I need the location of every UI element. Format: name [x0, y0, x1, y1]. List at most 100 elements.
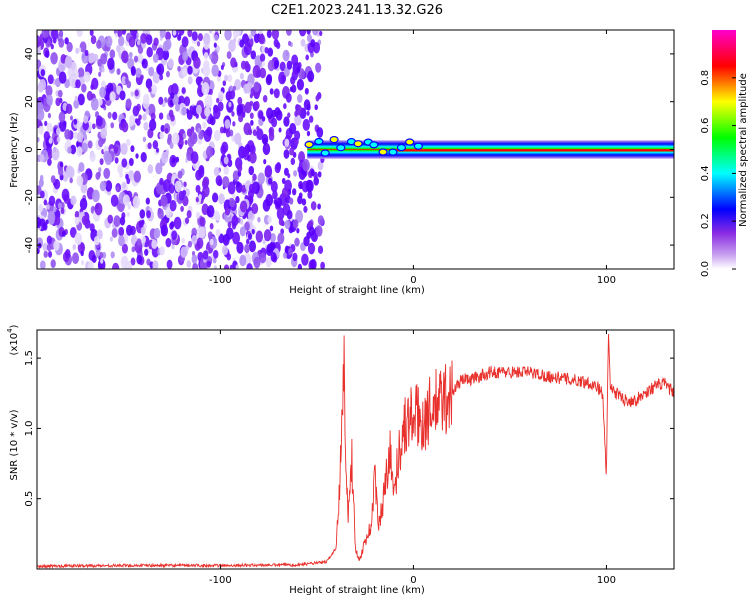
spectrogram-cell — [278, 71, 287, 85]
snr-line — [37, 333, 674, 569]
y-tick-label: -20 — [24, 189, 35, 205]
spectrogram-cell — [222, 233, 230, 246]
spectrogram-cell — [184, 188, 190, 197]
spectrogram-cell — [182, 68, 188, 78]
spectrogram-cell — [105, 180, 113, 192]
spectrogram-cell — [183, 181, 187, 187]
spectrogram-cell — [264, 171, 269, 177]
spectrogram-cell — [110, 122, 115, 129]
spectrogram-cell — [109, 49, 116, 59]
spectrogram-cell — [156, 63, 165, 76]
spectrogram-cell — [315, 62, 322, 73]
spectrogram-cell — [160, 124, 165, 133]
spectrogram-cell — [239, 39, 245, 48]
spectrogram-cell — [306, 110, 310, 116]
spectrogram-cell — [189, 105, 194, 112]
spectrogram-cell — [244, 101, 252, 114]
spectrogram-cell — [81, 142, 88, 153]
spectrogram-cell — [165, 149, 170, 155]
spectrogram-cell — [244, 221, 250, 231]
spectrogram-cell — [46, 243, 52, 252]
spectrogram-cell — [125, 224, 133, 236]
spectrogram-cell — [60, 207, 65, 215]
spectrogram-cell — [107, 57, 115, 70]
spectrogram-cell — [105, 35, 113, 48]
spectrogram-cell — [47, 210, 56, 224]
spectrogram-cell — [51, 147, 60, 161]
spectrogram-cell — [140, 226, 146, 235]
spectrogram-cell — [284, 219, 291, 230]
spectrogram-cell — [70, 144, 77, 155]
spectrogram-cell — [78, 162, 85, 173]
colorbar-tick-label: 0.4 — [700, 165, 711, 181]
spectrogram-cell — [181, 36, 189, 48]
spectrogram-cell — [250, 119, 254, 126]
spectrogram-cell — [96, 39, 102, 49]
spectrogram-cell — [252, 65, 261, 78]
spectrogram-cell — [207, 231, 213, 240]
spectrogram-cell — [89, 52, 96, 63]
spectrogram-cell — [117, 30, 123, 38]
spectrogram-cell — [306, 179, 314, 193]
spectrogram-cell — [319, 30, 323, 37]
spectrogram-cell — [143, 121, 149, 131]
spectrogram-cell — [145, 34, 153, 46]
spectrogram-cell — [38, 125, 44, 135]
spectrogram-cell — [281, 177, 286, 185]
x-tick-label: -100 — [209, 275, 232, 286]
spectrogram-cell — [254, 100, 260, 110]
spectrogram-cell — [133, 170, 142, 183]
spectrogram-cell — [169, 199, 177, 212]
spectrogram-cell — [42, 242, 48, 252]
spectrogram-cell — [301, 198, 307, 206]
spectrogram-cell — [195, 211, 200, 219]
spectrogram-cell — [237, 164, 243, 173]
spectrogram-cell — [134, 89, 139, 97]
spectrogram-cell — [258, 110, 264, 120]
spectrogram-cell — [129, 120, 133, 127]
spectrogram-cell — [187, 240, 192, 248]
spectrogram-cell — [172, 30, 177, 36]
spectrogram-cell — [210, 51, 219, 65]
spectrogram-cell — [236, 103, 244, 115]
spectrogram-cell — [204, 95, 213, 109]
spectrogram-cell — [287, 112, 291, 118]
spectrogram-cell — [80, 243, 85, 251]
spectrogram-cell — [245, 238, 250, 245]
spectrogram-cell — [190, 126, 195, 133]
spectrogram-band-blob — [388, 148, 398, 156]
spectrogram-cell — [152, 140, 159, 150]
spectrogram-cell — [98, 71, 102, 77]
spectrogram-cell — [111, 228, 118, 238]
spectrogram-cell — [251, 228, 255, 235]
spectrogram-cell — [73, 118, 78, 125]
spectrogram-cell — [209, 223, 214, 230]
spectrogram-cell — [140, 33, 147, 44]
spectrogram-cell — [289, 147, 295, 156]
spectrogram-cell — [267, 177, 273, 185]
spectrogram-cell — [121, 243, 128, 254]
spectrogram-cell — [170, 92, 175, 100]
spectrogram-cell — [111, 262, 120, 269]
x-tick-label: 100 — [597, 275, 616, 286]
spectrogram-cell — [37, 247, 40, 255]
spectrogram-cell — [89, 151, 96, 162]
spectrogram-cell — [159, 74, 164, 81]
spectrogram-cell — [294, 237, 300, 247]
spectrogram-cell — [56, 136, 61, 143]
spectrogram-cell — [95, 115, 103, 127]
spectrogram-cell — [258, 30, 263, 35]
spectrogram-cell — [253, 256, 261, 269]
spectrogram-cell — [246, 263, 253, 269]
spectrogram-cell — [283, 67, 290, 77]
spectrogram-cell — [241, 184, 247, 193]
spectrogram-cell — [69, 177, 73, 184]
spectrogram-cell — [130, 145, 135, 153]
spectrogram-cell — [57, 167, 64, 176]
spectrogram-cell — [120, 255, 129, 269]
colorbar-tick-label: 0.8 — [700, 70, 711, 86]
spectrogram-cell — [259, 67, 267, 79]
spectrogram-cell — [295, 210, 304, 223]
spectrogram-cell — [159, 30, 166, 38]
spectrogram-cell — [87, 261, 94, 269]
